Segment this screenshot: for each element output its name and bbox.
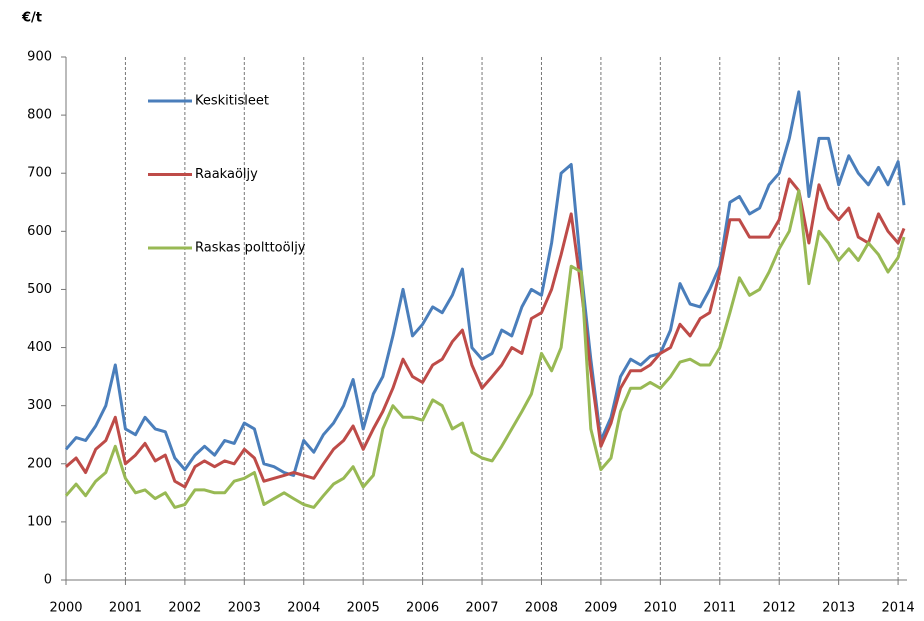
series-line	[64, 189, 906, 509]
x-tick-label: 2011	[703, 601, 736, 616]
x-tick-label: 2014	[882, 601, 915, 616]
y-tick-label: 800	[27, 108, 52, 123]
y-tick-label: 200	[27, 456, 52, 471]
y-tick-label: 100	[27, 514, 52, 529]
series-line	[64, 90, 906, 477]
x-tick-label: 2001	[109, 601, 142, 616]
x-tick-label: 2004	[287, 601, 320, 616]
x-tick-label: 2007	[465, 601, 498, 616]
legend-label: Raakaöljy	[195, 167, 258, 182]
x-tick-label: 2009	[584, 601, 617, 616]
x-tick-label: 2010	[644, 601, 677, 616]
y-tick-label: 600	[27, 224, 52, 239]
x-tick-label: 2000	[49, 601, 82, 616]
y-tick-label: 400	[27, 340, 52, 355]
y-tick-label: 0	[44, 573, 52, 588]
x-tick-label: 2003	[228, 601, 261, 616]
x-tick-label: 2012	[763, 601, 796, 616]
y-axis-label: €/t	[21, 11, 42, 26]
x-tick-label: 2008	[525, 601, 558, 616]
x-tick-label: 2013	[822, 601, 855, 616]
y-tick-label: 300	[27, 398, 52, 413]
x-tick-label: 2006	[406, 601, 439, 616]
x-tick-label: 2002	[168, 601, 201, 616]
legend-label: Raskas polttoöljy	[195, 241, 306, 256]
x-tick-label: 2005	[347, 601, 380, 616]
legend-label: Keskitisleet	[195, 94, 269, 109]
y-tick-label: 700	[27, 166, 52, 181]
y-tick-label: 900	[27, 50, 52, 65]
y-tick-label: 500	[27, 282, 52, 297]
series-line	[65, 177, 906, 489]
